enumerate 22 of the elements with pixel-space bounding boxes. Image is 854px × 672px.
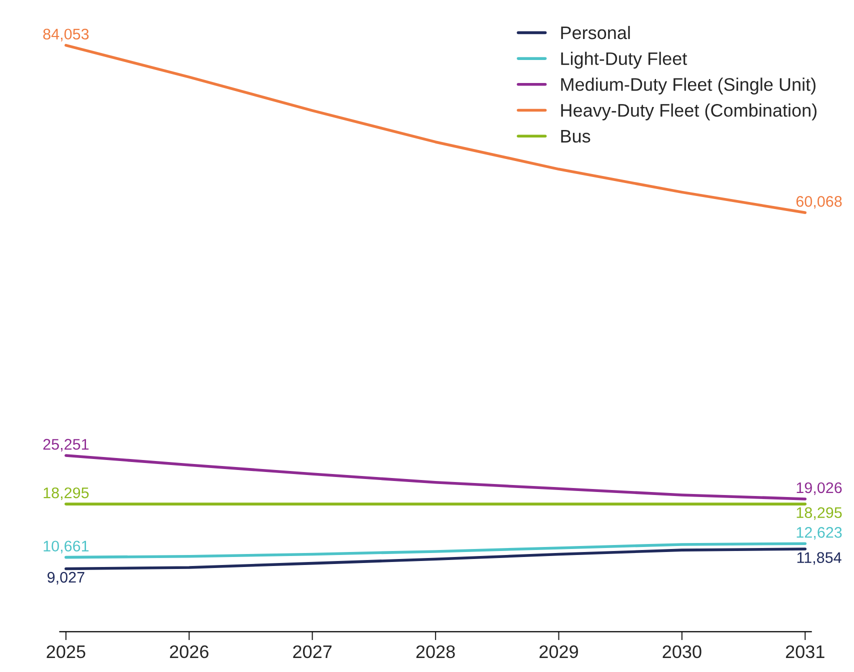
data-label: 12,623 bbox=[796, 527, 842, 540]
legend-label: Personal bbox=[561, 26, 630, 40]
x-tick-label: 2028 bbox=[416, 645, 455, 658]
x-tick-label: 2025 bbox=[46, 645, 86, 658]
x-tick-label: 2027 bbox=[293, 645, 332, 658]
legend-label: Light-Duty Fleet bbox=[561, 52, 688, 69]
data-label: 10,661 bbox=[44, 540, 89, 554]
legend-label: Bus bbox=[561, 130, 590, 143]
data-label: 18,295 bbox=[44, 487, 89, 500]
x-tick-label: 2029 bbox=[540, 645, 578, 658]
x-tick-label: 2026 bbox=[170, 645, 208, 658]
data-label: 9,027 bbox=[48, 572, 84, 585]
legend-label: Medium-Duty Fleet (Single Unit) bbox=[561, 78, 816, 94]
data-label: 11,854 bbox=[797, 552, 842, 565]
data-label: 25,251 bbox=[43, 438, 89, 452]
data-label: 18,295 bbox=[796, 507, 842, 520]
data-label: 84,053 bbox=[43, 28, 89, 42]
x-tick-label: 2031 bbox=[786, 645, 824, 658]
data-label: 60,068 bbox=[796, 196, 842, 209]
x-tick-label: 2030 bbox=[662, 645, 702, 658]
data-label: 19,026 bbox=[796, 482, 842, 495]
legend-label: Heavy-Duty Fleet (Combination) bbox=[561, 104, 816, 120]
